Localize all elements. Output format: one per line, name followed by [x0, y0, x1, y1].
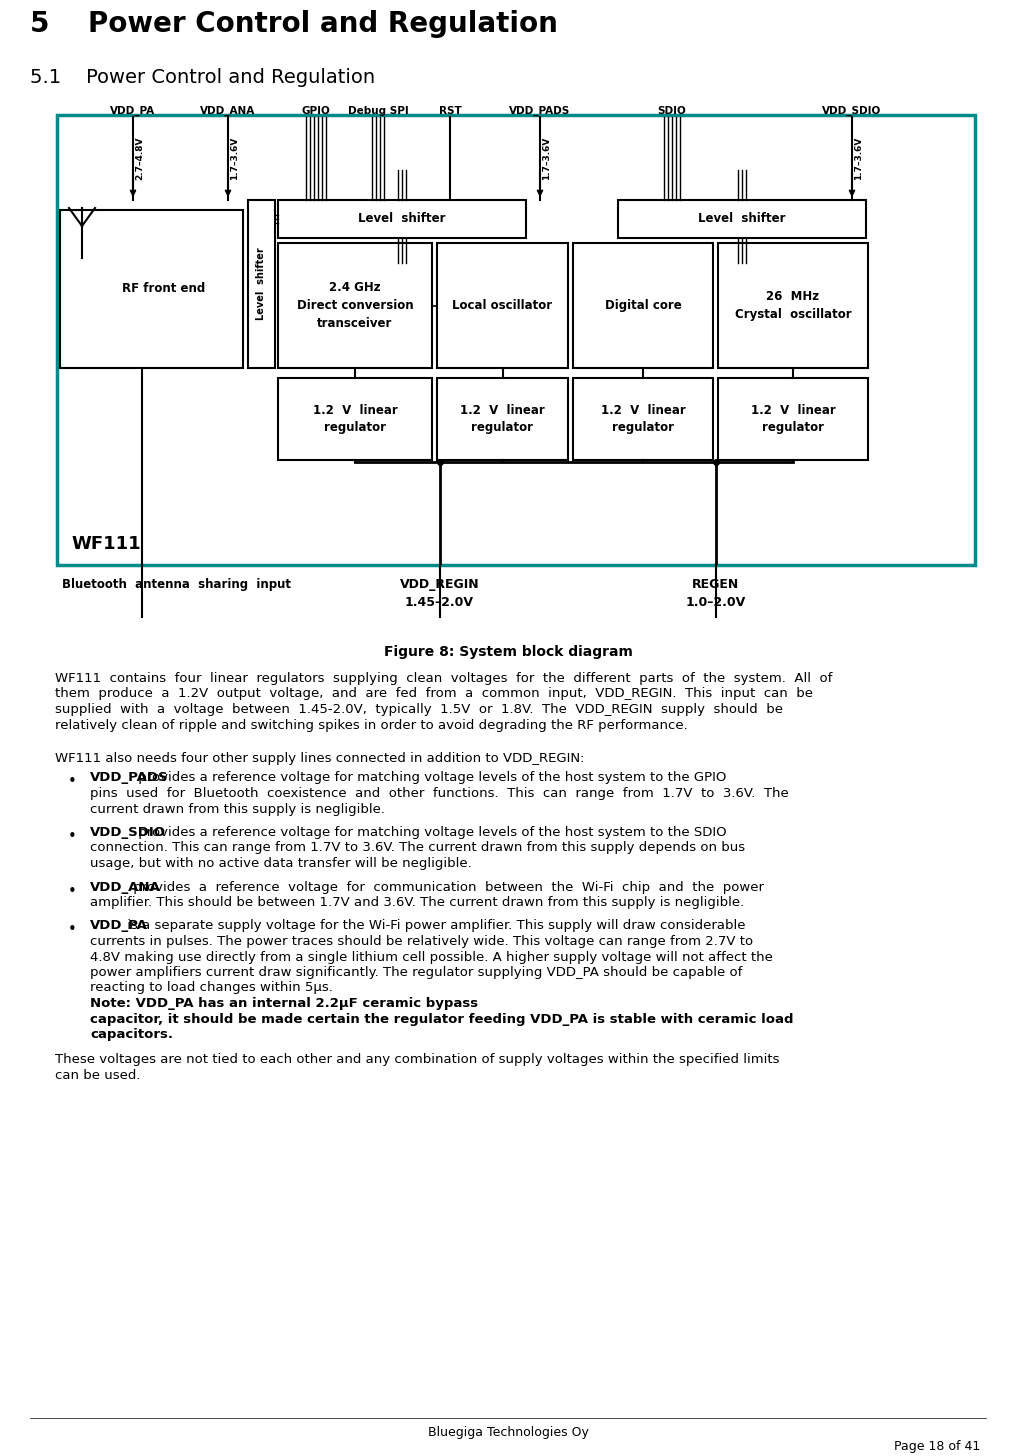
Text: provides a reference voltage for matching voltage levels of the host system to t: provides a reference voltage for matchin…	[134, 772, 726, 785]
Text: WF111  contains  four  linear  regulators  supplying  clean  voltages  for  the : WF111 contains four linear regulators su…	[55, 673, 832, 684]
Text: Level  shifter: Level shifter	[256, 248, 266, 320]
Bar	[278, 243, 432, 368]
Text: 1.2  V  linear
regulator: 1.2 V linear regulator	[460, 403, 545, 434]
Text: VDD_SDIO: VDD_SDIO	[90, 826, 166, 839]
Text: RF front end: RF front end	[122, 282, 205, 296]
Text: WF111 also needs four other supply lines connected in addition to VDD_REGIN:: WF111 also needs four other supply lines…	[55, 751, 584, 764]
Bar	[278, 199, 526, 237]
Text: VDD_PA: VDD_PA	[111, 106, 155, 116]
Text: reacting to load changes within 5µs.: reacting to load changes within 5µs.	[90, 981, 337, 994]
Text: Digital core: Digital core	[605, 298, 682, 312]
Bar	[718, 379, 868, 460]
Text: provides a reference voltage for matching voltage levels of the host system to t: provides a reference voltage for matchin…	[134, 826, 726, 839]
Text: Local oscillator: Local oscillator	[452, 298, 553, 312]
Text: amplifier. This should be between 1.7V and 3.6V. The current drawn from this sup: amplifier. This should be between 1.7V a…	[90, 895, 745, 909]
Text: 1.7–3.6V: 1.7–3.6V	[854, 137, 863, 179]
Text: usage, but with no active data transfer will be negligible.: usage, but with no active data transfer …	[90, 858, 471, 871]
Text: current drawn from this supply is negligible.: current drawn from this supply is neglig…	[90, 802, 385, 815]
Text: These voltages are not tied to each other and any combination of supply voltages: These voltages are not tied to each othe…	[55, 1054, 779, 1066]
Text: 4.8V making use directly from a single lithium cell possible. A higher supply vo: 4.8V making use directly from a single l…	[90, 951, 773, 964]
Bar	[718, 243, 868, 368]
Text: connection. This can range from 1.7V to 3.6V. The current drawn from this supply: connection. This can range from 1.7V to …	[90, 842, 745, 855]
Text: power amplifiers current draw significantly. The regulator supplying VDD_PA shou: power amplifiers current draw significan…	[90, 965, 743, 978]
Text: VDD_PA: VDD_PA	[90, 920, 148, 932]
Text: •: •	[68, 923, 76, 938]
Text: VDD_ANA: VDD_ANA	[90, 881, 161, 894]
Bar	[60, 210, 243, 368]
Text: 1.7–3.6V: 1.7–3.6V	[542, 137, 551, 179]
Text: supplied  with  a  voltage  between  1.45-2.0V,  typically  1.5V  or  1.8V.  The: supplied with a voltage between 1.45-2.0…	[55, 703, 783, 716]
Text: 1.45–2.0V: 1.45–2.0V	[405, 596, 474, 609]
Text: can be used.: can be used.	[55, 1069, 140, 1082]
Bar	[437, 243, 568, 368]
Text: VDD_REGIN: VDD_REGIN	[399, 578, 480, 591]
Text: capacitors.: capacitors.	[90, 1028, 173, 1041]
Text: 26  MHz
Crystal  oscillator: 26 MHz Crystal oscillator	[735, 290, 851, 320]
Text: is a separate supply voltage for the Wi-Fi power amplifier. This supply will dra: is a separate supply voltage for the Wi-…	[123, 920, 746, 932]
Bar	[618, 199, 866, 237]
Text: RST: RST	[439, 106, 461, 116]
Text: provides  a  reference  voltage  for  communication  between  the  Wi-Fi  chip  : provides a reference voltage for communi…	[129, 881, 764, 894]
Text: 5.1    Power Control and Regulation: 5.1 Power Control and Regulation	[30, 68, 375, 87]
Bar	[437, 379, 568, 460]
Bar	[278, 379, 432, 460]
Bar	[573, 379, 713, 460]
Text: Note: VDD_PA has an internal 2.2µF ceramic bypass: Note: VDD_PA has an internal 2.2µF ceram…	[90, 997, 479, 1010]
Text: Page 18 of 41: Page 18 of 41	[894, 1440, 980, 1453]
Text: Debug SPI: Debug SPI	[347, 106, 408, 116]
Text: 1.2  V  linear
regulator: 1.2 V linear regulator	[600, 403, 686, 434]
Text: Bluegiga Technologies Oy: Bluegiga Technologies Oy	[428, 1425, 588, 1439]
Text: 1.0–2.0V: 1.0–2.0V	[686, 596, 746, 609]
Text: them  produce  a  1.2V  output  voltage,  and  are  fed  from  a  common  input,: them produce a 1.2V output voltage, and …	[55, 687, 813, 700]
Text: SDIO: SDIO	[657, 106, 687, 116]
Text: Figure 8: System block diagram: Figure 8: System block diagram	[384, 645, 632, 660]
Text: Level  shifter: Level shifter	[698, 213, 785, 226]
Text: 5    Power Control and Regulation: 5 Power Control and Regulation	[30, 10, 558, 38]
Text: Level  shifter: Level shifter	[359, 213, 446, 226]
Text: 1.2  V  linear
regulator: 1.2 V linear regulator	[313, 403, 397, 434]
Bar	[573, 243, 713, 368]
Bar	[57, 115, 975, 565]
Text: GPIO: GPIO	[302, 106, 330, 116]
Text: Bluetooth  antenna  sharing  input: Bluetooth antenna sharing input	[62, 578, 291, 591]
Text: VDD_SDIO: VDD_SDIO	[822, 106, 882, 116]
Text: 1.7–3.6V: 1.7–3.6V	[230, 137, 239, 179]
Text: currents in pulses. The power traces should be relatively wide. This voltage can: currents in pulses. The power traces sho…	[90, 935, 753, 948]
Text: pins  used  for  Bluetooth  coexistence  and  other  functions.  This  can  rang: pins used for Bluetooth coexistence and …	[90, 788, 788, 799]
Bar	[248, 199, 275, 368]
Text: •: •	[68, 828, 76, 844]
Text: 1.2  V  linear
regulator: 1.2 V linear regulator	[751, 403, 835, 434]
Text: •: •	[68, 884, 76, 898]
Text: 2.7–4.8V: 2.7–4.8V	[135, 137, 144, 179]
Text: WF111: WF111	[71, 534, 140, 553]
Text: capacitor, it should be made certain the regulator feeding VDD_PA is stable with: capacitor, it should be made certain the…	[90, 1012, 793, 1025]
Text: REGEN: REGEN	[692, 578, 739, 591]
Text: VDD_ANA: VDD_ANA	[200, 106, 256, 116]
Text: relatively clean of ripple and switching spikes in order to avoid degrading the : relatively clean of ripple and switching…	[55, 718, 688, 731]
Text: VDD_PADS: VDD_PADS	[509, 106, 571, 116]
Text: •: •	[68, 775, 76, 789]
Text: 2.4 GHz
Direct conversion
transceiver: 2.4 GHz Direct conversion transceiver	[297, 281, 414, 331]
Text: VDD_PADS: VDD_PADS	[90, 772, 169, 785]
